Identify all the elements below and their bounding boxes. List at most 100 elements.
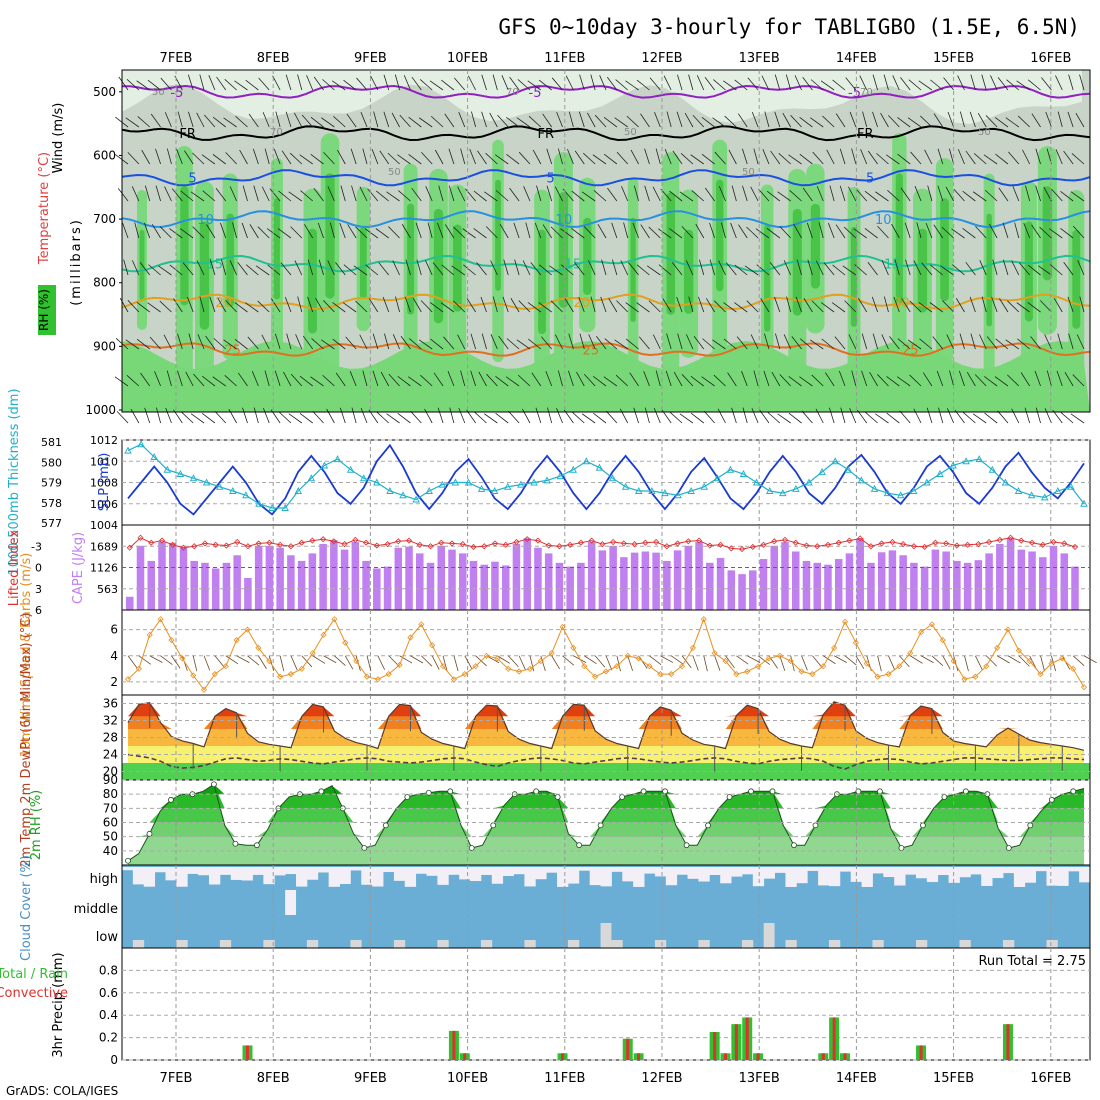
- wind-barb: [290, 226, 303, 239]
- thickness-point: [229, 487, 237, 494]
- rh-very-moist-core: [917, 228, 928, 313]
- wind10m-point: [298, 665, 305, 672]
- cape-bar: [813, 562, 821, 610]
- wind-barb: [1055, 75, 1063, 91]
- wind-barb: [332, 302, 346, 313]
- rh2m-point: [812, 822, 819, 829]
- cape-bar: [168, 542, 177, 610]
- wind-barb: [565, 75, 574, 91]
- isotherm-label: 15: [206, 258, 223, 273]
- thickness-point: [1080, 499, 1088, 507]
- cape-bar: [501, 565, 510, 610]
- wind-barb: [1071, 153, 1085, 165]
- cloud-high-gap: [1057, 867, 1069, 886]
- wind-barb: [410, 410, 422, 424]
- wind10m-barb: [421, 655, 433, 667]
- wind-barb: [807, 259, 813, 276]
- temp2m-tick: 24: [103, 748, 118, 762]
- wind-barb: [468, 75, 476, 91]
- wind-barb: [848, 334, 857, 350]
- cloud-high-gap: [524, 867, 536, 887]
- wind-barb: [490, 260, 498, 276]
- lifted-index-point: [631, 541, 638, 548]
- cape-bar: [781, 542, 789, 610]
- cloud-low-gap: [600, 923, 612, 948]
- wind-barb: [395, 296, 400, 313]
- wind-barb: [127, 300, 140, 313]
- wind-barb: [806, 222, 813, 239]
- wind-barb: [199, 296, 205, 313]
- cape-bar: [824, 564, 832, 610]
- wind-barb: [985, 115, 998, 128]
- wind-barb: [571, 190, 585, 202]
- cloud-high-gap: [731, 867, 743, 877]
- wind-barb: [875, 191, 889, 202]
- wind10m-tick: 2: [110, 675, 118, 689]
- cloud-high-gap: [230, 867, 243, 880]
- slp-tick: 1008: [90, 477, 118, 490]
- rh2m-point: [919, 822, 926, 829]
- wind-barb: [764, 111, 770, 128]
- wind-barb: [290, 373, 303, 387]
- cape-bar: [931, 549, 940, 610]
- cloud-high-gap: [937, 867, 950, 875]
- wind-barb: [481, 111, 487, 128]
- wind-barb: [984, 376, 998, 387]
- wind10m-barb: [127, 655, 138, 669]
- wind-barb: [658, 264, 672, 276]
- rh-very-moist-core: [199, 221, 210, 330]
- wind-barb: [362, 370, 368, 387]
- wind10m-point: [200, 686, 208, 693]
- wind-barb: [327, 186, 335, 202]
- wind10m-point: [505, 665, 512, 672]
- wind-barb: [815, 260, 824, 276]
- wind10m-point: [559, 623, 566, 631]
- wind10m-point: [418, 621, 425, 628]
- cape-bar: [877, 552, 886, 610]
- slp-tick: 1006: [90, 498, 118, 511]
- lifted-index-point: [599, 541, 606, 548]
- cloud-high-gap: [915, 867, 928, 879]
- wind-barb: [1031, 113, 1041, 128]
- thickness-point: [818, 467, 826, 475]
- wind-barb: [299, 375, 313, 387]
- wind-barb: [763, 370, 770, 387]
- wind10m-point: [722, 657, 729, 665]
- wind-barb: [497, 114, 509, 128]
- wind-barb: [607, 187, 618, 202]
- wind-barb: [261, 186, 270, 202]
- wind-barb: [481, 333, 487, 350]
- lifted-index-point: [330, 538, 337, 545]
- precip-legend-total: Total / Rain: [0, 967, 68, 982]
- wind-barb: [568, 111, 574, 128]
- rh2m-tick: 90: [103, 773, 118, 787]
- cape-bar: [469, 560, 478, 610]
- thickness-point: [412, 495, 420, 503]
- wind-barb: [564, 298, 574, 313]
- rh2m-point: [1027, 822, 1034, 829]
- wind-barb: [901, 298, 911, 313]
- rh2m-point: [898, 845, 905, 851]
- wind-barb: [560, 228, 574, 239]
- isotherm-label: 25: [224, 344, 241, 359]
- wind-barb: [1049, 264, 1063, 276]
- chart-title: GFS 0~10day 3-hourly for TABLIGBO (1.5E,…: [498, 15, 1080, 39]
- wind-barb: [398, 190, 411, 202]
- wind-barb: [690, 412, 705, 424]
- wind-barb: [1064, 372, 1074, 387]
- lifted-index-point: [287, 543, 294, 550]
- lifted-index-point: [298, 539, 305, 546]
- wind-barb: [365, 264, 379, 276]
- wind-barb: [397, 154, 411, 165]
- cape-bar: [834, 559, 843, 610]
- wind-barb: [731, 185, 737, 202]
- wind-barb: [913, 260, 922, 276]
- wind-barb: [625, 338, 639, 350]
- cloud-high-gap: [132, 867, 145, 885]
- thickness-point: [857, 476, 866, 484]
- thickness-point: [320, 461, 329, 469]
- wind-barb: [429, 80, 444, 91]
- wind-barb: [572, 411, 585, 424]
- thickness-point: [883, 489, 892, 497]
- lifted-index-point: [814, 543, 821, 550]
